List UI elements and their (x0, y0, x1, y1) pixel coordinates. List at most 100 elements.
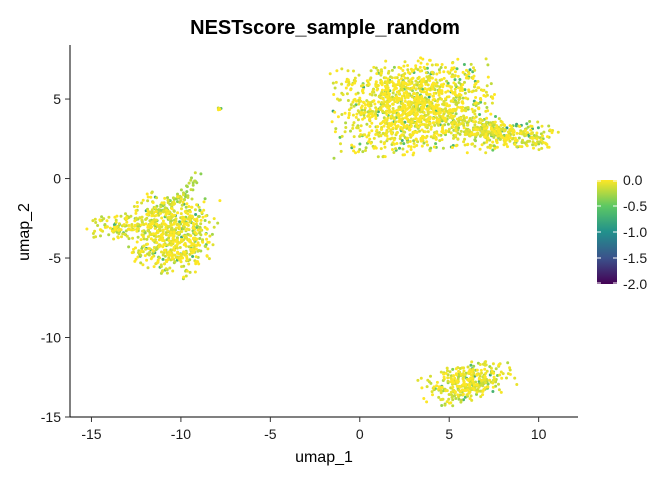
scatter-point (447, 95, 451, 99)
scatter-point (448, 370, 452, 374)
scatter-point (435, 111, 439, 115)
scatter-point (458, 89, 462, 92)
scatter-point (161, 269, 164, 273)
scatter-point (468, 382, 472, 386)
scatter-point (154, 210, 158, 214)
scatter-point (371, 88, 375, 92)
scatter-point (467, 391, 471, 395)
scatter-point (470, 90, 474, 94)
scatter-point (492, 371, 496, 375)
scatter-point (483, 101, 487, 105)
scatter-point (369, 141, 373, 145)
scatter-point (356, 109, 360, 113)
scatter-point (169, 243, 173, 247)
scatter-point (459, 129, 463, 133)
scatter-point (401, 82, 405, 85)
scatter-point (499, 390, 503, 394)
scatter-point (152, 265, 156, 269)
scatter-point (370, 129, 374, 133)
scatter-point (391, 102, 395, 106)
scatter-point (460, 388, 464, 392)
scatter-point (447, 393, 451, 396)
scatter-point (493, 146, 497, 150)
x-tick-label: 5 (445, 426, 453, 442)
scatter-point (437, 68, 441, 72)
scatter-point (197, 205, 201, 209)
scatter-point (333, 110, 337, 114)
scatter-point (345, 92, 349, 96)
scatter-point (436, 99, 439, 103)
scatter-point (439, 66, 443, 69)
scatter-point (469, 132, 473, 136)
scatter-point (542, 130, 546, 134)
scatter-point (331, 81, 335, 85)
scatter-point (451, 367, 455, 371)
scatter-point (149, 237, 153, 241)
scatter-point (358, 148, 362, 151)
scatter-point (421, 57, 425, 61)
scatter-point (491, 390, 495, 393)
scatter-point (418, 129, 421, 133)
scatter-point (351, 113, 355, 117)
scatter-point (462, 114, 466, 118)
scatter-point (430, 76, 434, 80)
scatter-point (147, 253, 151, 257)
scatter-point (513, 136, 517, 140)
scatter-point (463, 80, 466, 84)
scatter-point (122, 223, 126, 227)
scatter-point (124, 229, 128, 233)
scatter-point (198, 237, 202, 240)
scatter-point (167, 239, 171, 242)
scatter-point (420, 128, 424, 132)
scatter-point (332, 156, 336, 160)
scatter-point (186, 217, 190, 221)
scatter-point (416, 378, 420, 382)
scatter-point (405, 150, 409, 154)
scatter-point (435, 72, 439, 76)
scatter-point (415, 130, 419, 134)
scatter-point (134, 216, 138, 220)
scatter-point (462, 126, 466, 130)
colorbar (597, 180, 617, 284)
scatter-point (429, 127, 433, 131)
scatter-point (467, 370, 471, 374)
scatter-point (376, 125, 380, 129)
scatter-point (372, 136, 376, 140)
scatter-point (491, 362, 495, 366)
scatter-point (356, 118, 360, 122)
scatter-point (429, 125, 433, 129)
scatter-point (410, 95, 414, 99)
scatter-point (400, 94, 404, 98)
scatter-point (473, 68, 477, 72)
scatter-point (340, 67, 344, 71)
scatter-point (363, 106, 367, 110)
scatter-point (425, 66, 429, 70)
scatter-point (442, 70, 446, 74)
scatter-point (211, 243, 215, 247)
scatter-point (154, 248, 158, 252)
scatter-point (186, 196, 190, 199)
scatter-point (140, 218, 144, 222)
scatter-point (435, 131, 439, 135)
scatter-point (454, 372, 458, 376)
scatter-point (474, 101, 478, 105)
scatter-point (547, 145, 551, 149)
scatter-point (453, 87, 457, 91)
scatter-point (353, 76, 357, 80)
scatter-point (140, 249, 144, 253)
scatter-point (334, 127, 338, 131)
scatter-point (452, 97, 456, 100)
scatter-point (416, 59, 420, 63)
scatter-point (343, 111, 347, 115)
scatter-point (472, 116, 476, 120)
scatter-point (478, 147, 482, 151)
scatter-point (486, 75, 490, 79)
scatter-point (333, 86, 337, 90)
scatter-point (510, 125, 514, 129)
scatter-point (448, 108, 452, 112)
scatter-point (483, 363, 487, 367)
scatter-point (447, 127, 451, 131)
scatter-point (531, 143, 535, 147)
scatter-point (396, 124, 400, 128)
scatter-point (496, 134, 500, 138)
